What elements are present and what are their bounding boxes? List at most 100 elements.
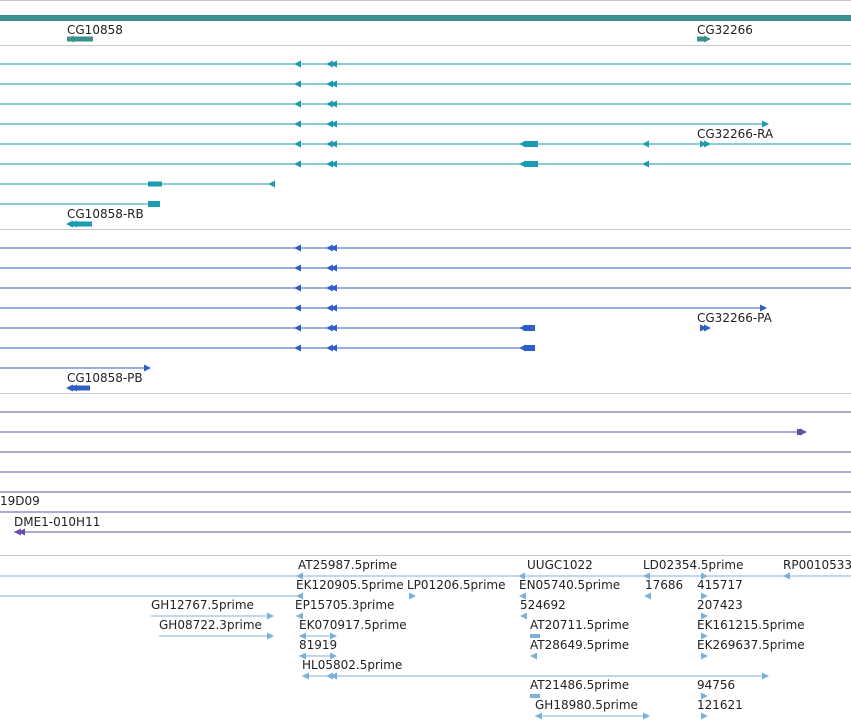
est-label[interactable]: AT28649.5prime — [530, 638, 630, 652]
strand-left-icon — [330, 140, 337, 148]
exon-block — [70, 221, 92, 227]
gene-label[interactable]: CG32266 — [697, 23, 753, 37]
strand-left-icon — [70, 384, 77, 392]
est-label[interactable]: AT21486.5prime — [530, 678, 630, 692]
exon-block — [697, 36, 705, 42]
strand-left-icon — [330, 160, 337, 168]
est-label[interactable]: 94756 — [697, 678, 736, 692]
est-label[interactable]: EK161215.5prime — [697, 618, 805, 632]
strand-left-icon — [326, 284, 333, 292]
strand-left-icon — [296, 572, 303, 580]
strand-right-icon — [330, 652, 337, 660]
est-label[interactable]: EK120905.5prime — [296, 578, 404, 592]
strand-left-icon — [330, 672, 337, 680]
strand-left-icon — [294, 244, 301, 252]
est-label[interactable]: EK269637.5prime — [697, 638, 805, 652]
strand-left-icon — [519, 140, 526, 148]
est-label[interactable]: RP0010533 — [783, 558, 851, 572]
est-label[interactable]: UUGC1022 — [527, 558, 593, 572]
est-label[interactable]: AT20711.5prime — [530, 618, 630, 632]
strand-left-icon — [294, 324, 301, 332]
strand-right-icon — [704, 140, 711, 148]
strand-left-icon — [14, 528, 21, 536]
strand-left-icon — [326, 344, 333, 352]
strand-left-icon — [330, 244, 337, 252]
transcript-label[interactable]: CG32266-RA — [697, 127, 774, 141]
strand-right-icon — [701, 592, 708, 600]
strand-left-icon — [294, 80, 301, 88]
strand-left-icon — [326, 60, 333, 68]
strand-left-icon — [294, 100, 301, 108]
strand-left-icon — [326, 140, 333, 148]
strand-left-icon — [326, 80, 333, 88]
strand-right-icon — [762, 120, 769, 128]
strand-left-icon — [326, 672, 333, 680]
est-label[interactable]: EP15705.3prime — [295, 598, 395, 612]
strand-left-icon — [67, 35, 74, 43]
strand-right-icon — [330, 632, 337, 640]
est-label[interactable]: 81919 — [299, 638, 338, 652]
strand-right-icon — [701, 712, 708, 720]
strand-left-icon — [642, 140, 649, 148]
strand-right-icon — [800, 428, 807, 436]
strand-right-icon — [267, 612, 274, 620]
est-label[interactable]: EN05740.5prime — [519, 578, 621, 592]
insertion-label[interactable]: DME1-010H11 — [14, 515, 101, 529]
est-label[interactable]: 524692 — [520, 598, 566, 612]
transcript-label[interactable]: CG10858-PB — [67, 371, 143, 385]
est-label[interactable]: 17686 — [645, 578, 684, 592]
strand-left-icon — [294, 120, 301, 128]
est-label[interactable]: LD02354.5prime — [643, 558, 744, 572]
strand-left-icon — [296, 592, 303, 600]
est-label[interactable]: LP01206.5prime — [407, 578, 506, 592]
transcript-label[interactable]: CG32266-PA — [697, 311, 772, 325]
strand-left-icon — [326, 304, 333, 312]
strand-left-icon — [330, 100, 337, 108]
strand-left-icon — [66, 220, 73, 228]
exon-block — [67, 36, 93, 42]
strand-left-icon — [330, 344, 337, 352]
strand-left-icon — [326, 100, 333, 108]
strand-left-icon — [330, 60, 337, 68]
est-label[interactable]: 121621 — [697, 698, 743, 712]
exon-block — [524, 325, 535, 331]
strand-left-icon — [330, 324, 337, 332]
strand-left-icon — [643, 572, 650, 580]
gene-label[interactable]: CG10858 — [67, 23, 123, 37]
strand-right-icon — [701, 692, 708, 700]
est-label[interactable]: 207423 — [697, 598, 743, 612]
strand-right-icon — [144, 364, 151, 372]
est-label[interactable]: HL05802.5prime — [302, 658, 403, 672]
strand-left-icon — [519, 344, 526, 352]
strand-left-icon — [330, 80, 337, 88]
strand-left-icon — [66, 384, 73, 392]
est-label[interactable]: AT25987.5prime — [298, 558, 398, 572]
strand-right-icon — [701, 632, 708, 640]
est-label[interactable]: GH18980.5prime — [535, 698, 638, 712]
strand-right-icon — [700, 140, 707, 148]
strand-left-icon — [299, 652, 306, 660]
transcript-label[interactable]: CG10858-RB — [67, 207, 144, 221]
exon-block — [70, 385, 90, 391]
strand-left-icon — [535, 712, 542, 720]
strand-left-icon — [326, 324, 333, 332]
strand-right-icon — [700, 324, 707, 332]
strand-left-icon — [330, 304, 337, 312]
strand-left-icon — [296, 612, 303, 620]
insertion-label[interactable]: 19D09 — [0, 494, 40, 508]
strand-left-icon — [642, 160, 649, 168]
strand-left-icon — [644, 592, 651, 600]
strand-left-icon — [326, 244, 333, 252]
est-label[interactable]: 415717 — [697, 578, 743, 592]
strand-left-icon — [326, 264, 333, 272]
strand-left-icon — [302, 672, 309, 680]
est-label[interactable]: GH12767.5prime — [151, 598, 254, 612]
exon-block — [148, 181, 162, 187]
est-label[interactable]: GH08722.3prime — [159, 618, 262, 632]
est-label[interactable]: EK070917.5prime — [299, 618, 407, 632]
strand-right-icon — [701, 612, 708, 620]
strand-left-icon — [294, 140, 301, 148]
strand-left-icon — [294, 160, 301, 168]
strand-right-icon — [762, 672, 769, 680]
